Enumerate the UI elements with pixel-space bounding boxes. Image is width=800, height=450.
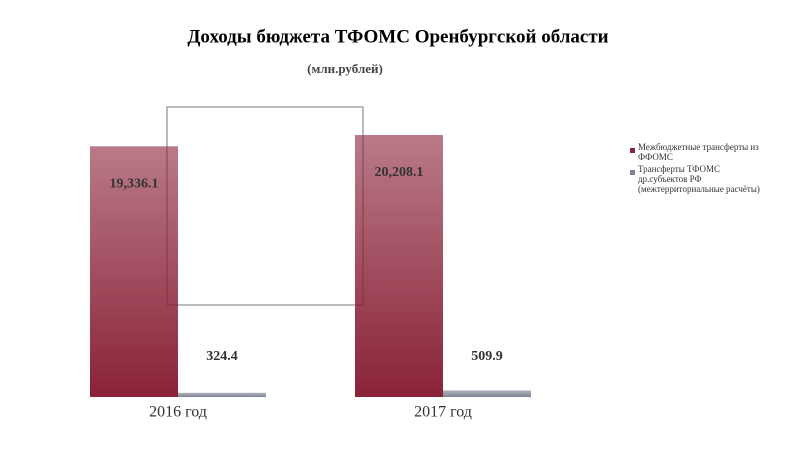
x-tick-label: 2016 год: [149, 404, 207, 421]
data-label: 509.9: [471, 349, 503, 364]
legend-swatch: [630, 148, 635, 153]
chart-title: Доходы бюджета ТФОМС Оренбургской област…: [187, 26, 608, 47]
data-label: 324.4: [206, 349, 238, 364]
data-label: 19,336.1: [110, 177, 159, 192]
bar: [90, 146, 178, 397]
legend-item: Трансферты ТФОМС др.субъектов РФ (межтер…: [630, 164, 770, 194]
legend-label: Межбюджетные трансферты из ФФОМС: [638, 142, 759, 162]
legend: Межбюджетные трансферты из ФФОМС Трансфер…: [630, 142, 770, 196]
bar: [178, 392, 266, 397]
chart-subtitle: (млн.рублей): [307, 61, 383, 76]
bar: [355, 135, 443, 397]
legend-label: Трансферты ТФОМС др.субъектов РФ (межтер…: [638, 164, 760, 194]
legend-item: Межбюджетные трансферты из ФФОМС: [630, 142, 770, 162]
data-label: 20,208.1: [375, 165, 424, 180]
frame: [166, 106, 364, 306]
x-tick-label: 2017 год: [414, 404, 472, 421]
bar: [443, 390, 531, 397]
legend-swatch: [630, 170, 635, 175]
